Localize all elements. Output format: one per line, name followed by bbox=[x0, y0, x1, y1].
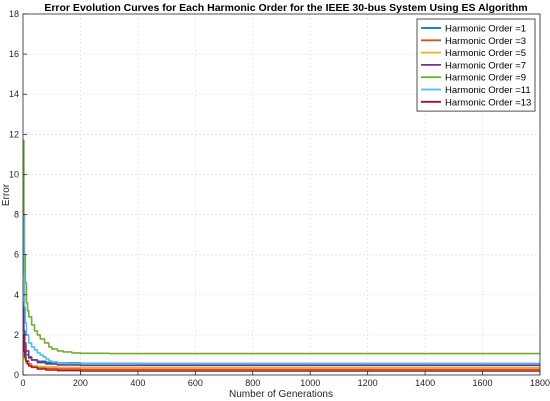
y-tick-label: 4 bbox=[14, 290, 19, 300]
x-tick-label: 0 bbox=[20, 378, 25, 388]
y-tick-label: 18 bbox=[9, 9, 19, 19]
x-tick-label: 1400 bbox=[415, 378, 435, 388]
y-axis-ticks: 0 2 4 6 8 10 12 14 16 18 bbox=[9, 9, 27, 380]
series-line bbox=[23, 334, 540, 372]
x-tick-label: 200 bbox=[73, 378, 88, 388]
series-lines bbox=[23, 139, 540, 372]
x-tick-label: 1600 bbox=[473, 378, 493, 388]
legend-label: Harmonic Order =5 bbox=[445, 48, 526, 59]
x-tick-label: 1800 bbox=[530, 378, 550, 388]
x-axis-ticks: 0 200 400 600 800 1000 1200 1400 1600 1800 bbox=[20, 371, 550, 388]
y-tick-label: 10 bbox=[9, 169, 19, 179]
legend-label: Harmonic Order =3 bbox=[445, 36, 526, 47]
x-tick-label: 1200 bbox=[358, 378, 378, 388]
chart-title: Error Evolution Curves for Each Harmonic… bbox=[44, 2, 527, 14]
legend-label: Harmonic Order =11 bbox=[445, 85, 531, 96]
legend-label: Harmonic Order =9 bbox=[445, 73, 526, 84]
y-tick-label: 14 bbox=[9, 89, 19, 99]
x-tick-label: 1000 bbox=[300, 378, 320, 388]
y-tick-label: 0 bbox=[14, 370, 19, 380]
legend-label: Harmonic Order =7 bbox=[445, 60, 526, 71]
legend-label: Harmonic Order =1 bbox=[445, 24, 526, 35]
series-line bbox=[23, 213, 540, 365]
x-tick-label: 600 bbox=[188, 378, 203, 388]
y-tick-label: 12 bbox=[9, 129, 19, 139]
y-axis-title: Error bbox=[1, 183, 12, 206]
series-line bbox=[23, 139, 540, 355]
x-axis-title: Number of Generations bbox=[229, 389, 333, 400]
x-tick-label: 800 bbox=[245, 378, 260, 388]
plot-frame bbox=[22, 13, 541, 376]
y-tick-label: 8 bbox=[14, 210, 19, 220]
y-tick-label: 16 bbox=[9, 49, 19, 59]
legend-label: Harmonic Order =13 bbox=[445, 97, 531, 108]
y-tick-label: 2 bbox=[14, 330, 19, 340]
x-tick-label: 400 bbox=[130, 378, 145, 388]
y-tick-label: 6 bbox=[14, 250, 19, 260]
series-line bbox=[23, 302, 540, 367]
